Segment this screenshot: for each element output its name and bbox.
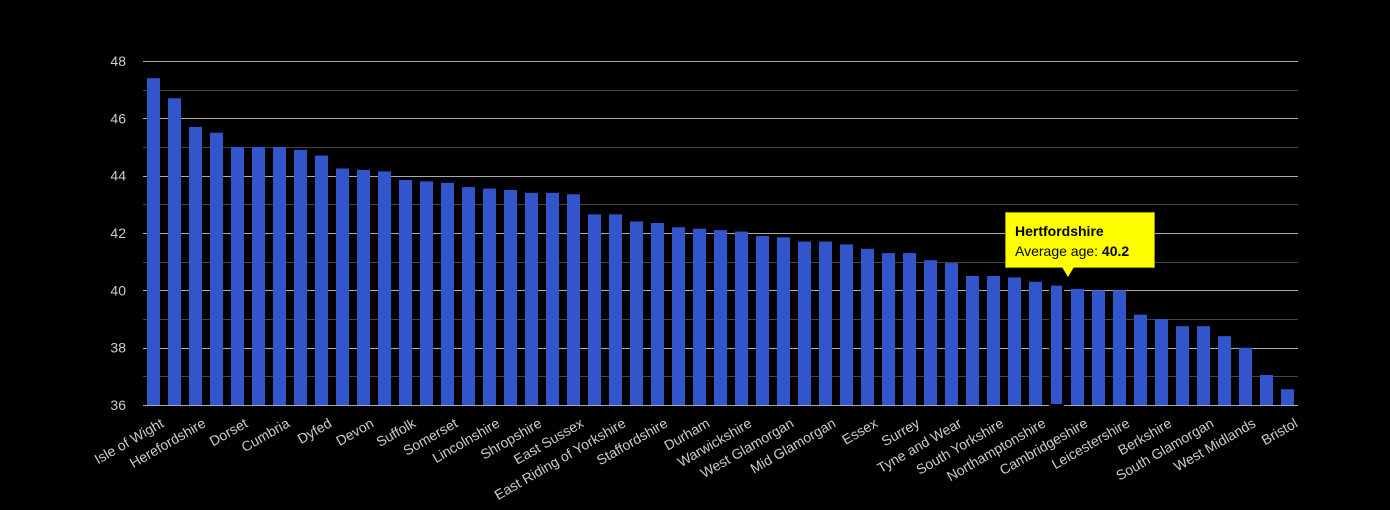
- bar[interactable]: [440, 182, 455, 405]
- y-tick-label: 36: [110, 397, 126, 413]
- y-tick-label: 40: [110, 282, 126, 298]
- bar[interactable]: [755, 235, 770, 405]
- bar[interactable]: [188, 126, 203, 406]
- bar[interactable]: [1007, 277, 1022, 405]
- bar[interactable]: [1133, 314, 1148, 405]
- tooltip: Hertfordshire Average age: 40.2: [1005, 212, 1155, 268]
- y-tick-label: 44: [110, 168, 126, 184]
- bar[interactable]: [545, 192, 560, 405]
- x-tick-label: Cumbria: [238, 415, 292, 455]
- bar[interactable]: [629, 221, 644, 405]
- bar[interactable]: [797, 241, 812, 405]
- bar[interactable]: [482, 188, 497, 405]
- bar[interactable]: [1112, 290, 1127, 405]
- bar[interactable]: [608, 214, 623, 405]
- x-tick-label: Dyfed: [295, 415, 335, 447]
- bar[interactable]: [146, 78, 161, 405]
- bar[interactable]: [860, 248, 875, 405]
- bar[interactable]: [1154, 319, 1169, 405]
- bar[interactable]: [1280, 389, 1295, 405]
- x-tick-label: Devon: [333, 415, 376, 449]
- bar[interactable]: [314, 155, 329, 405]
- y-tick-label: 38: [110, 340, 126, 356]
- bar[interactable]: [776, 237, 791, 405]
- bar[interactable]: [713, 230, 728, 405]
- bar[interactable]: [167, 98, 182, 406]
- tooltip-value: 40.2: [1101, 243, 1130, 259]
- bar[interactable]: [692, 228, 707, 405]
- bar[interactable]: [839, 244, 854, 405]
- bar[interactable]: [671, 227, 686, 405]
- tooltip-pointer: [1062, 267, 1074, 277]
- bar[interactable]: [461, 187, 476, 405]
- bar[interactable]: [923, 260, 938, 405]
- bar[interactable]: [650, 222, 665, 405]
- bar[interactable]: [1238, 347, 1253, 405]
- x-tick-label: Essex: [839, 415, 880, 448]
- x-tick-label: Bristol: [1259, 415, 1301, 448]
- bar[interactable]: [566, 194, 581, 405]
- bar-highlighted[interactable]: [1048, 283, 1065, 407]
- bar[interactable]: [293, 149, 308, 405]
- bar[interactable]: [1196, 326, 1211, 405]
- bar[interactable]: [419, 181, 434, 405]
- tooltip-label: Average age:: [1015, 243, 1099, 259]
- bar[interactable]: [1175, 326, 1190, 405]
- bar[interactable]: [1091, 290, 1106, 405]
- bar[interactable]: [356, 169, 371, 405]
- bar[interactable]: [209, 132, 224, 406]
- bar[interactable]: [1028, 281, 1043, 405]
- bar[interactable]: [398, 179, 413, 405]
- bar[interactable]: [377, 171, 392, 405]
- bar[interactable]: [230, 147, 245, 405]
- tooltip-body: Average age: 40.2: [1015, 241, 1145, 261]
- bar[interactable]: [335, 168, 350, 406]
- bar[interactable]: [734, 231, 749, 405]
- bar[interactable]: [881, 253, 896, 405]
- bar[interactable]: [986, 276, 1001, 405]
- y-tick-label: 42: [110, 225, 126, 241]
- bars: [146, 78, 1295, 407]
- y-axis: 36 38 40 42 44 46 48: [110, 53, 126, 413]
- bar[interactable]: [587, 214, 602, 405]
- bar[interactable]: [251, 147, 266, 405]
- y-tick-label: 48: [110, 53, 126, 69]
- bar[interactable]: [272, 147, 287, 405]
- bar[interactable]: [944, 263, 959, 405]
- bar[interactable]: [1070, 288, 1085, 405]
- bar[interactable]: [902, 253, 917, 405]
- bar[interactable]: [1259, 374, 1274, 405]
- tooltip-title: Hertfordshire: [1015, 223, 1104, 239]
- bar[interactable]: [965, 276, 980, 405]
- bar[interactable]: [1217, 336, 1232, 405]
- bar[interactable]: [818, 241, 833, 405]
- bar[interactable]: [524, 192, 539, 405]
- y-tick-label: 46: [110, 110, 126, 126]
- bar[interactable]: [503, 190, 518, 405]
